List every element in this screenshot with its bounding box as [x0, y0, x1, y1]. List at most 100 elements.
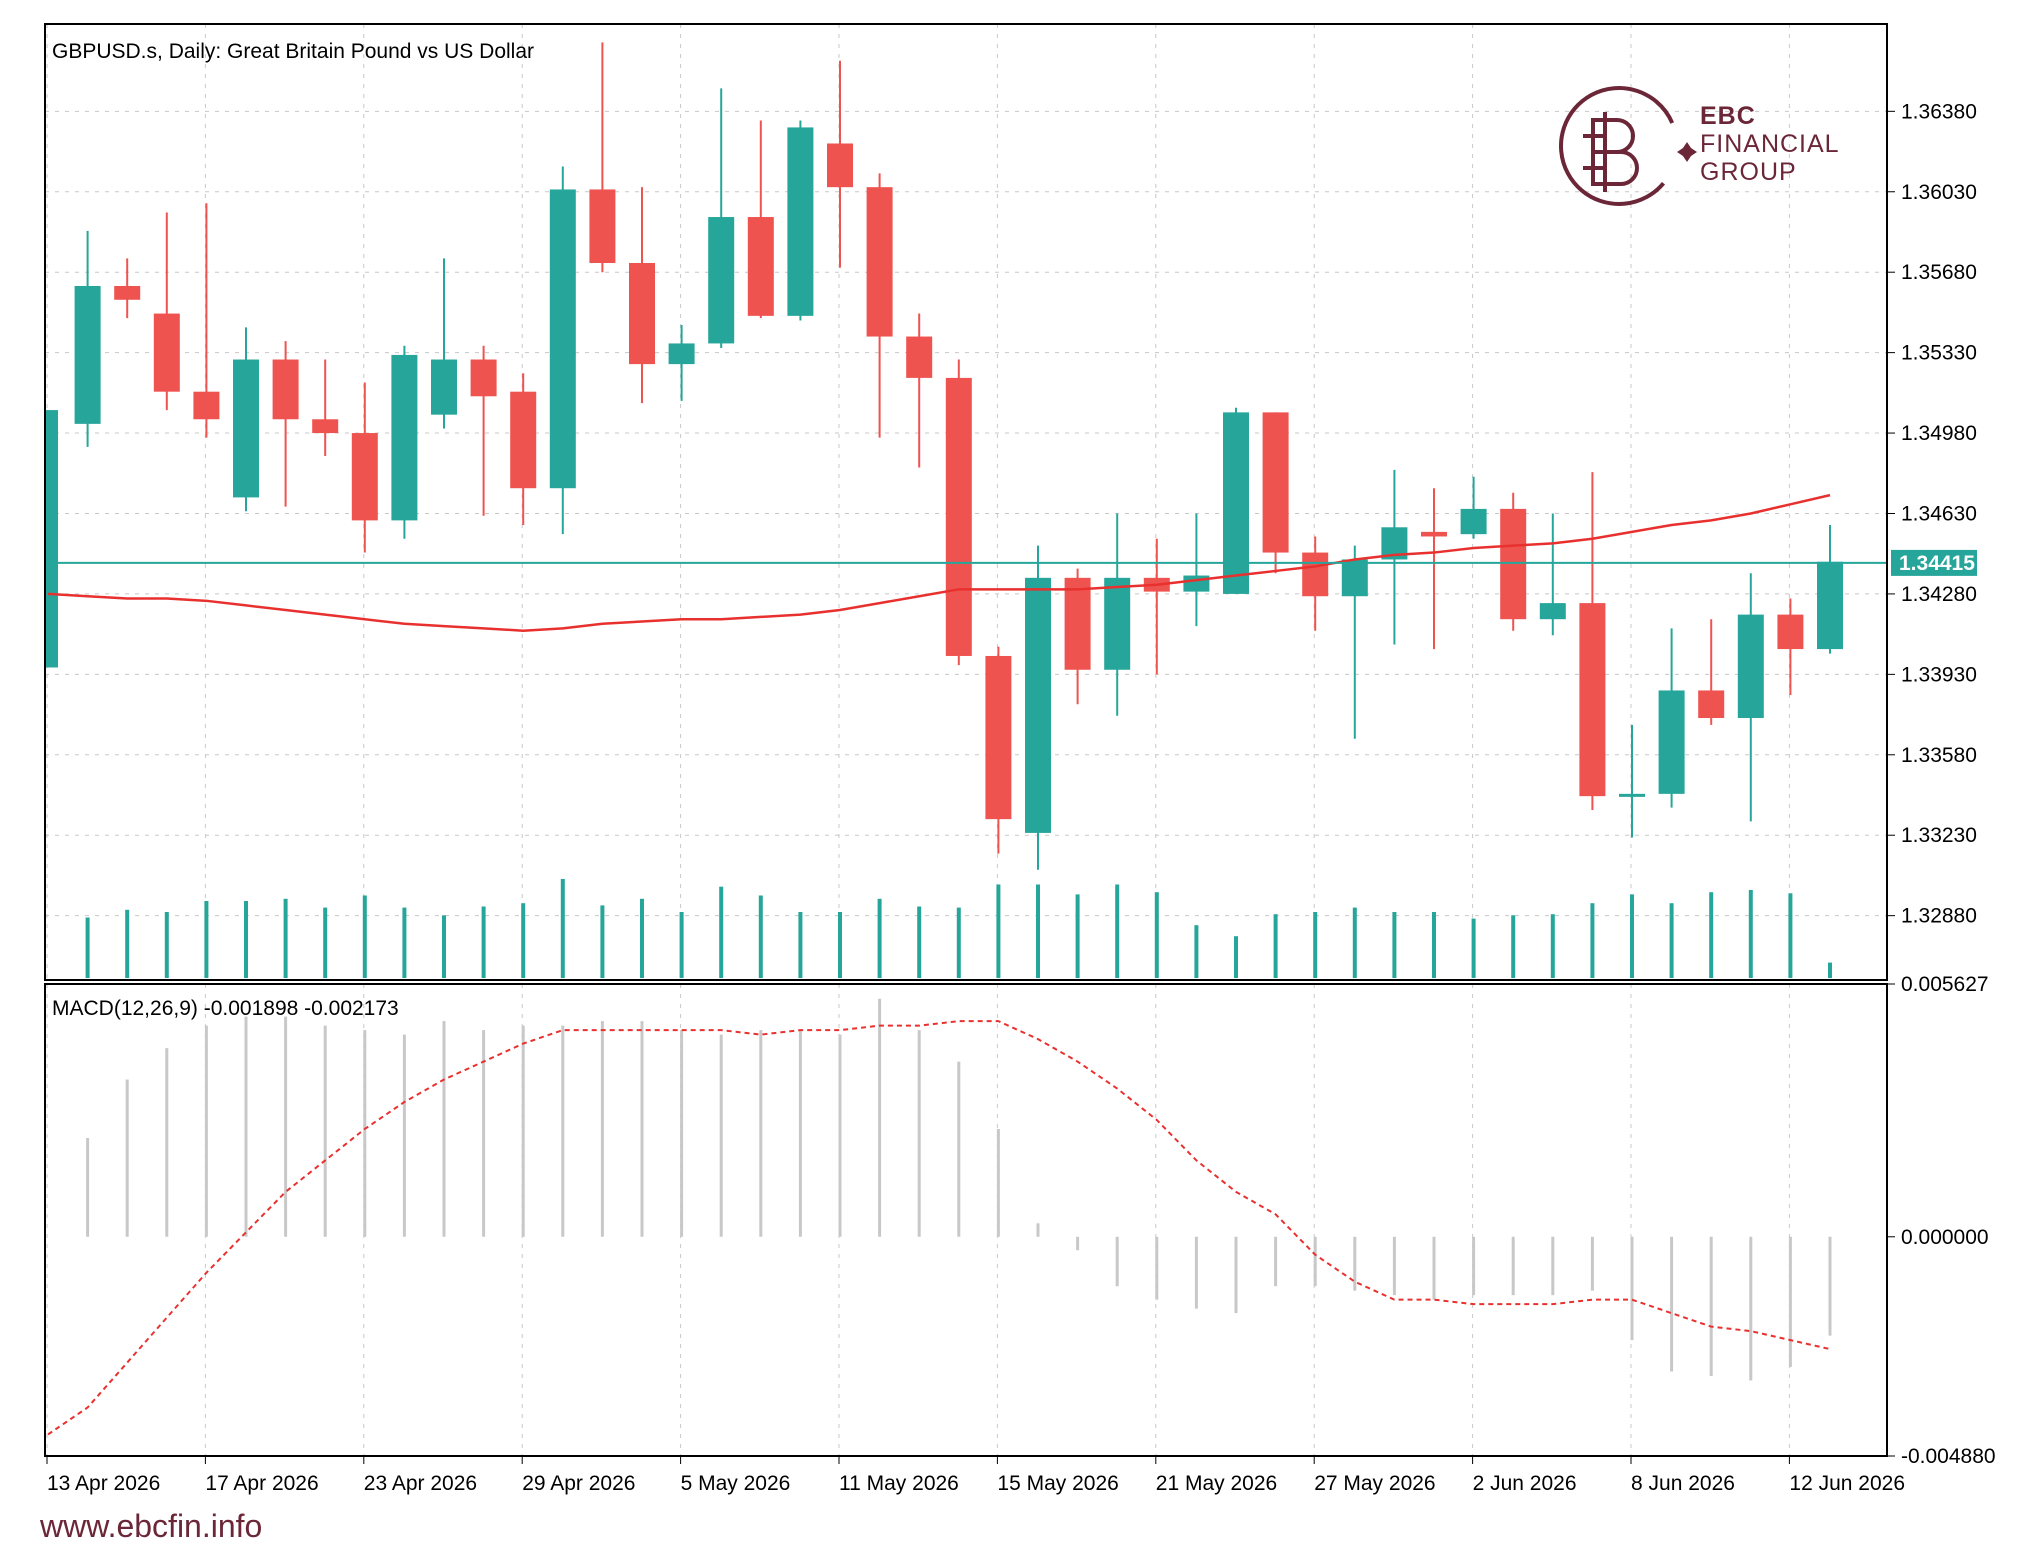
volume-bar [1669, 903, 1674, 978]
volume-bar [679, 912, 684, 978]
volume-bar [956, 907, 961, 978]
candle-body [1302, 552, 1329, 597]
price-axis-label: 1.35680 [1901, 261, 1977, 284]
candle-body [1104, 577, 1131, 670]
volume-bar [362, 895, 367, 978]
price-axis-label: 1.34980 [1901, 422, 1977, 445]
volume-bar [1273, 914, 1278, 978]
volume-bar [1471, 918, 1476, 978]
brand-name: EBC FINANCIAL GROUP [1700, 102, 1840, 186]
volume-bar [719, 886, 724, 978]
candle-body [1025, 577, 1051, 833]
candle-body [391, 354, 418, 521]
candle-body [1817, 561, 1843, 650]
brand-line-1: EBC [1700, 102, 1756, 130]
candle-body [1777, 614, 1804, 650]
volume-bar [877, 898, 882, 978]
volume-bar [402, 907, 407, 978]
macd-axis-label: 0.005627 [1901, 973, 1989, 996]
volume-bar [1511, 915, 1516, 978]
candle-body [1341, 559, 1368, 597]
volume-bar [1630, 894, 1634, 978]
date-axis-label: 17 Apr 2026 [205, 1472, 318, 1495]
price-axis-label: 1.33580 [1901, 744, 1977, 767]
candle-body [74, 285, 101, 424]
candle-body [945, 377, 972, 656]
price-axis-label: 1.33930 [1901, 663, 1977, 686]
candle-body [470, 359, 497, 397]
brand-logo [1559, 86, 1697, 206]
volume-bar [996, 884, 1001, 978]
macd-axis-label: 0.000000 [1901, 1226, 1989, 1249]
candle-body [708, 217, 735, 344]
volume-bar [1154, 892, 1159, 978]
date-axis-label: 5 May 2026 [681, 1472, 791, 1495]
candle-body [1539, 603, 1566, 620]
volume-bar [244, 901, 248, 978]
moving-average-line [45, 493, 1887, 632]
volume-bar [1115, 884, 1120, 978]
volume-bar [640, 898, 644, 978]
chart-title: GBPUSD.s, Daily: Great Britain Pound vs … [52, 40, 534, 63]
price-axis-label: 1.32880 [1901, 905, 1977, 928]
volume-bar [283, 898, 288, 978]
volume-bar [758, 895, 763, 978]
volume-bar [1748, 890, 1753, 978]
volume-bar [798, 912, 803, 978]
candle-body [549, 189, 576, 489]
brand-line-3: GROUP [1700, 158, 1797, 186]
volume-bar [1075, 894, 1080, 978]
candle-body [1460, 508, 1487, 535]
chart-grid [45, 24, 1887, 1456]
volume-bar [917, 906, 922, 978]
price-axis-label: 1.34280 [1901, 583, 1977, 606]
candlesticks [45, 42, 1843, 870]
volume-bar [1432, 912, 1436, 978]
price-axis-label: 1.33230 [1901, 824, 1977, 847]
date-axis-label: 12 Jun 2026 [1789, 1472, 1905, 1495]
candle-body [1262, 412, 1289, 553]
candle-body [193, 391, 220, 420]
website-link[interactable]: www.ebcfin.info [40, 1508, 263, 1544]
volume-bar [560, 879, 565, 978]
date-axis-label: 8 Jun 2026 [1631, 1472, 1735, 1495]
volume-bar [1788, 893, 1793, 978]
candle-body [747, 217, 774, 316]
date-axis-label: 2 Jun 2026 [1473, 1472, 1577, 1495]
macd-label: MACD(12,26,9) -0.001898 -0.002173 [52, 997, 399, 1020]
candle-body [1698, 690, 1725, 719]
candle-body [1223, 412, 1249, 594]
volume-bar [1709, 892, 1714, 978]
date-axis-label: 27 May 2026 [1314, 1472, 1435, 1495]
current-price-label: 1.34415 [1899, 552, 1975, 575]
date-axis-label: 15 May 2026 [997, 1472, 1118, 1495]
volume-bar [838, 912, 842, 978]
price-axis-label: 1.36030 [1901, 181, 1977, 204]
volume-bar [1590, 903, 1595, 978]
candle-body [827, 143, 853, 188]
volume-bar [600, 905, 605, 978]
volume-bar [1392, 912, 1397, 978]
candle-body [1064, 577, 1091, 670]
volume-bar [442, 915, 446, 978]
date-axis-label: 11 May 2026 [839, 1472, 959, 1495]
candle-body [1579, 603, 1606, 797]
volume-bar [1313, 912, 1318, 978]
volume-bar [1550, 914, 1555, 978]
volume-bar [85, 917, 90, 978]
candle-body [1619, 793, 1645, 797]
macd-signal-line [47, 1020, 1831, 1436]
price-axis-label: 1.36380 [1901, 100, 1977, 123]
candle-body [866, 187, 893, 337]
volume-bar [1352, 907, 1357, 978]
date-axis-label: 21 May 2026 [1156, 1472, 1277, 1495]
candle-body [45, 410, 58, 668]
date-axis-label: 29 Apr 2026 [522, 1472, 635, 1495]
candle-body [153, 313, 180, 392]
volume-bar [323, 907, 328, 978]
candle-body [589, 189, 616, 263]
candle-body [312, 419, 339, 434]
volume-bar [1234, 936, 1238, 978]
macd-panel-border [44, 983, 1888, 1457]
